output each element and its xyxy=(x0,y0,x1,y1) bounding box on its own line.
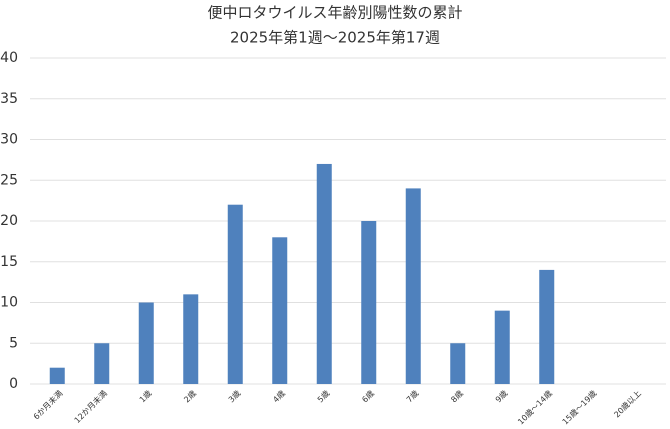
chart-title: 便中ロタウイルス年齢別陽性数の累計 xyxy=(207,4,462,22)
bar xyxy=(94,343,110,384)
x-tick-label: 2歳 xyxy=(182,388,198,404)
bar xyxy=(494,310,510,384)
y-tick-label: 25 xyxy=(0,172,18,188)
y-tick-label: 0 xyxy=(9,376,18,392)
x-tick-label: 20歳以上 xyxy=(612,388,643,419)
y-tick-label: 15 xyxy=(0,254,18,270)
y-tick-label: 40 xyxy=(0,50,18,66)
bar xyxy=(539,269,555,384)
x-tick-label: 6歳 xyxy=(360,388,376,404)
x-tick-label: 9歳 xyxy=(493,388,509,404)
bar xyxy=(361,221,377,384)
bar xyxy=(138,302,154,384)
bar xyxy=(450,343,466,384)
bar xyxy=(405,188,421,384)
x-tick-label: 12か月未満 xyxy=(72,388,109,425)
bar xyxy=(183,294,199,384)
y-tick-label: 20 xyxy=(0,213,18,229)
bar xyxy=(272,237,288,384)
x-tick-label: 1歳 xyxy=(137,388,153,404)
x-tick-label: 4歳 xyxy=(271,388,287,404)
bar xyxy=(316,163,332,384)
bar xyxy=(227,204,243,384)
x-tick-label: 7歳 xyxy=(404,388,420,404)
x-tick-label: 10歳～14歳 xyxy=(515,388,553,426)
bar xyxy=(49,367,65,384)
y-tick-label: 30 xyxy=(0,132,18,148)
y-tick-label: 10 xyxy=(0,295,18,311)
x-tick-label: 6か月未満 xyxy=(31,388,64,421)
x-tick-label: 5歳 xyxy=(315,388,331,404)
y-tick-label: 35 xyxy=(0,91,18,107)
y-tick-label: 5 xyxy=(9,335,18,351)
x-tick-label: 3歳 xyxy=(226,388,242,404)
x-tick-label: 15歳～19歳 xyxy=(560,388,598,426)
x-tick-label: 8歳 xyxy=(449,388,465,404)
chart-subtitle: 2025年第1週～2025年第17週 xyxy=(230,29,440,47)
